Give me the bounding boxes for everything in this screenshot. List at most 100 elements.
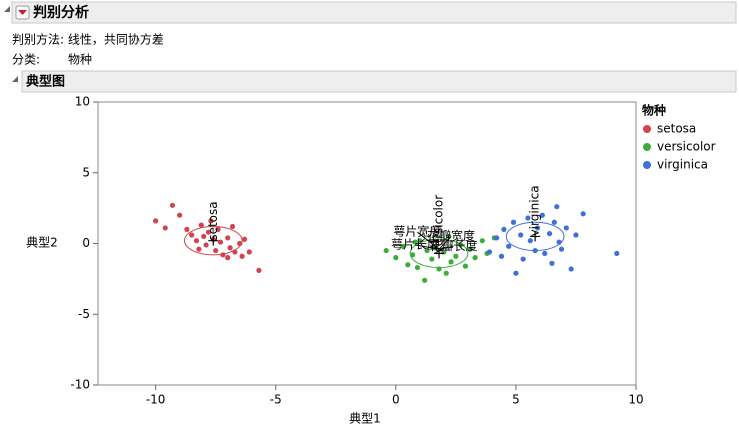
collapse-icon[interactable] — [4, 6, 10, 12]
point — [554, 204, 560, 210]
point — [405, 262, 411, 268]
class-value: 物种 — [68, 53, 92, 67]
mean-marker — [530, 231, 541, 242]
biplot-ray — [417, 231, 440, 250]
point — [225, 255, 231, 261]
point — [467, 246, 473, 252]
point — [443, 270, 449, 276]
mean-marker — [434, 248, 445, 259]
class-label: versicolor — [432, 195, 446, 254]
legend-label: versicolor — [657, 140, 716, 154]
point — [549, 260, 555, 266]
point — [410, 252, 416, 258]
point — [568, 266, 574, 272]
point — [453, 253, 459, 259]
point — [169, 202, 176, 208]
point — [424, 247, 430, 254]
point — [448, 259, 454, 265]
point — [193, 238, 200, 244]
point — [479, 238, 485, 244]
point — [383, 247, 389, 254]
point — [534, 225, 541, 231]
point — [208, 218, 214, 224]
point — [203, 242, 209, 248]
point — [198, 222, 204, 228]
legend-label: setosa — [657, 122, 696, 136]
point — [510, 219, 517, 225]
ray-label: 花瓣宽度 — [427, 228, 475, 243]
point — [551, 219, 557, 225]
ray-label: 萼片长度 — [391, 236, 439, 251]
legend-label: virginica — [657, 158, 708, 172]
x-tick-label: 5 — [512, 393, 520, 407]
point — [580, 211, 586, 217]
header-title: 判别分析 — [33, 4, 89, 21]
point — [429, 256, 435, 262]
point — [201, 233, 207, 240]
point — [215, 226, 221, 232]
confidence-ellipse — [183, 226, 243, 256]
point — [525, 215, 531, 221]
confidence-ellipse — [505, 221, 565, 252]
point — [393, 255, 399, 261]
section-title: 典型图 — [26, 74, 65, 90]
x-axis-label: 典型1 — [349, 412, 381, 426]
point — [486, 249, 493, 255]
plot-frame — [97, 101, 637, 386]
point — [213, 247, 219, 254]
point — [196, 246, 202, 252]
y-axis-label: 典型2 — [26, 236, 58, 250]
class-label: setosa — [206, 201, 220, 240]
point — [153, 218, 159, 224]
point — [227, 245, 233, 251]
point — [527, 238, 533, 244]
legend-title: 物种 — [642, 103, 666, 118]
legend-marker — [643, 143, 651, 151]
ray-label: 萼片宽度 — [393, 224, 441, 239]
y-tick-label: 0 — [82, 236, 90, 250]
point — [414, 264, 421, 271]
point — [472, 255, 478, 261]
point — [400, 243, 406, 249]
header-bar — [11, 1, 737, 24]
point — [506, 243, 512, 249]
point — [229, 223, 236, 230]
point — [217, 239, 224, 245]
y-tick-label: -5 — [78, 307, 90, 321]
legend-marker — [643, 125, 651, 133]
y-tick-label: 10 — [75, 95, 90, 109]
mean-marker — [208, 235, 219, 246]
point — [239, 253, 245, 259]
point — [542, 250, 548, 257]
collapse-icon[interactable] — [12, 76, 18, 82]
confidence-ellipse — [409, 238, 469, 269]
point — [162, 225, 168, 231]
x-tick-label: 0 — [392, 393, 400, 407]
ray-label: 花瓣长度 — [429, 238, 477, 253]
menu-arrow — [18, 10, 27, 15]
point — [241, 236, 248, 242]
biplot-ray — [438, 245, 454, 250]
x-tick-label: -5 — [270, 393, 282, 407]
point — [501, 226, 507, 232]
point — [412, 239, 418, 245]
x-tick-label: 10 — [628, 393, 643, 407]
point — [558, 246, 565, 252]
section-bar — [21, 70, 737, 93]
point — [177, 212, 183, 218]
x-tick-label: -10 — [146, 393, 166, 407]
point — [520, 256, 526, 262]
point — [256, 267, 262, 273]
point — [246, 249, 252, 255]
point — [539, 212, 545, 218]
point — [546, 230, 553, 237]
point — [518, 232, 524, 238]
point — [614, 250, 620, 257]
y-tick-label: -10 — [70, 378, 90, 392]
point — [494, 235, 500, 241]
class-label: virginica — [528, 185, 542, 236]
point — [205, 229, 212, 235]
point — [498, 253, 505, 259]
method-label: 判别方法: 线性，共同协方差 — [12, 32, 164, 47]
